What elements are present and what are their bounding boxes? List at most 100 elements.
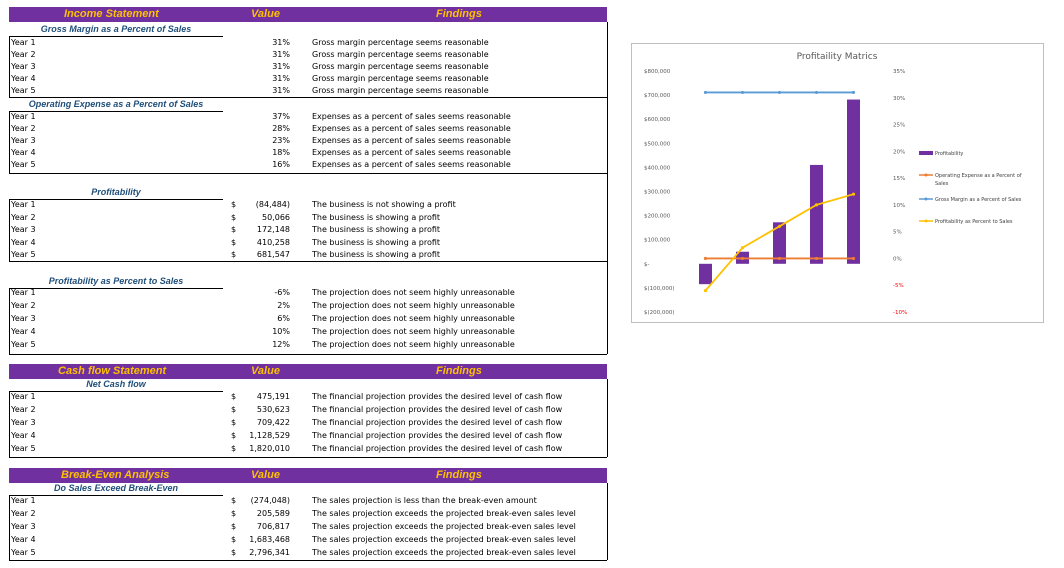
table-row: Year 1 $475,191 The financial projection p…	[9, 391, 607, 403]
finding-cell: The business is showing a profit	[312, 212, 441, 222]
value-cell: 10%	[272, 327, 290, 336]
finding-cell: The projection does not seem highly unre…	[312, 301, 515, 310]
series-point	[851, 192, 856, 196]
year-label: Year 2	[11, 124, 36, 133]
value-cell: 681,547	[256, 250, 290, 259]
dollar-sign: $	[231, 392, 237, 401]
dollar-sign: $	[231, 212, 237, 222]
year-label: Year 3	[11, 225, 36, 234]
table-row: Year 4 18% Expenses as a percent of sales …	[9, 147, 607, 159]
section-title: Do Sales Exceed Break-Even	[53, 483, 179, 493]
year-label: Year 1	[11, 38, 36, 47]
year-label: Year 2	[11, 50, 36, 59]
value-cell: 31%	[272, 86, 290, 95]
income-header-bar: Income Statement Value Findings	[9, 7, 607, 22]
series-point	[740, 256, 745, 261]
finding-cell: Expenses as a percent of sales seems rea…	[312, 136, 511, 145]
finding-cell: The business is showing a profit	[312, 250, 441, 259]
series-point	[814, 90, 819, 95]
profitability-bar	[773, 222, 786, 264]
cashflow-header-bar: Cash flow Statement Value Findings	[9, 364, 607, 379]
finding-cell: Gross margin percentage seems reasonable	[312, 74, 489, 83]
year-label: Year 3	[11, 136, 36, 145]
dollar-sign: $	[231, 200, 237, 209]
right-axis-tick-label: -5%	[893, 283, 904, 289]
dollar-sign: $	[231, 237, 237, 247]
left-axis-tick-label: $700,000	[644, 93, 671, 99]
table-row: Year 5 $2,796,341 The sales projection exc…	[9, 547, 607, 559]
finding-cell: The projection does not seem highly unre…	[312, 327, 515, 336]
series-point	[703, 90, 708, 95]
year-label: Year 3	[11, 418, 36, 427]
section-left-border	[9, 36, 10, 97]
finding-cell: Gross margin percentage seems reasonable	[312, 86, 489, 95]
section-title: Profitability	[91, 187, 141, 197]
dollar-sign: $	[231, 548, 237, 557]
value-cell: 530,623	[256, 405, 290, 414]
dollar-sign: $	[231, 225, 237, 234]
right-axis-tick-label: 10%	[893, 203, 905, 209]
value-cell: 2,796,341	[249, 548, 290, 557]
table-row: Year 1 -6% The projection does not seem hi…	[9, 287, 607, 299]
value-cell: 31%	[272, 62, 290, 71]
value-cell: 37%	[272, 112, 290, 121]
finding-cell: Gross margin percentage seems reasonable	[312, 62, 489, 71]
table-row: Year 4 $410,258 The business is showing a …	[9, 237, 607, 249]
right-axis-tick-label: -10%	[893, 310, 907, 316]
value-cell: 31%	[272, 74, 290, 83]
year-label: Year 3	[11, 522, 36, 531]
section-bottom-border	[9, 354, 607, 355]
section-title: Gross Margin as a Percent of Sales	[40, 24, 192, 34]
year-label: Year 4	[11, 535, 36, 544]
year-label: Year 3	[11, 62, 36, 71]
finding-cell: Expenses as a percent of sales seems rea…	[312, 112, 511, 121]
dollar-sign: $	[231, 509, 237, 518]
year-label: Year 4	[11, 431, 36, 440]
finding-cell: Expenses as a percent of sales seems rea…	[312, 160, 511, 169]
value-cell: 50,066	[262, 212, 290, 222]
cashflow-header-value: Value	[251, 365, 280, 377]
value-cell: 172,148	[256, 225, 290, 234]
series-point	[703, 256, 708, 261]
legend-label: Sales	[935, 181, 949, 187]
section-left-border	[9, 495, 10, 560]
income-header-title: Income Statement	[64, 8, 159, 20]
cashflow-header-findings: Findings	[436, 365, 482, 377]
value-cell: 1,128,529	[249, 431, 290, 440]
table-row: Year 2 $205,589 The sales projection excee…	[9, 508, 607, 520]
year-label: Year 4	[11, 148, 36, 157]
series-point	[814, 256, 819, 261]
section-title-underline	[9, 391, 223, 392]
section-bottom-border	[9, 457, 607, 458]
legend-marker	[924, 173, 928, 177]
table-row: Year 1 37% Expenses as a percent of sales …	[9, 111, 607, 123]
left-axis-tick-label: $300,000	[644, 190, 671, 196]
finding-cell: The financial projection provides the de…	[312, 444, 563, 453]
series-point	[814, 203, 819, 207]
legend-label: Operating Expense as a Percent of	[935, 173, 1022, 179]
left-axis-tick-label: $800,000	[644, 69, 671, 75]
table-row: Year 2 $530,623 The financial projection p…	[9, 404, 607, 416]
table-row: Year 3 31% Gross margin percentage seems r…	[9, 61, 607, 73]
right-axis-tick-label: 35%	[893, 69, 905, 75]
table-row: Year 1 $ (274,048) The sales projection is …	[9, 495, 607, 507]
right-axis-tick-label: 25%	[893, 123, 905, 129]
year-label: Year 1	[11, 288, 36, 297]
value-cell: 706,817	[256, 522, 290, 531]
right-axis-tick-label: 20%	[893, 149, 905, 155]
year-label: Year 5	[11, 250, 36, 259]
income-header-findings: Findings	[436, 8, 482, 20]
series-point	[777, 256, 782, 261]
breakeven-header-value: Value	[251, 469, 280, 481]
value-cell: 16%	[272, 160, 290, 169]
finding-cell: Expenses as a percent of sales seems rea…	[312, 124, 511, 133]
legend-label: Gross Margin as a Percent of Sales	[935, 197, 1022, 203]
year-label: Year 1	[11, 112, 36, 121]
right-axis-tick-label: 0%	[893, 256, 902, 262]
left-axis-tick-label: $200,000	[644, 214, 671, 220]
section-left-border	[9, 199, 10, 261]
chart-title: Profitaility Matrics	[797, 52, 878, 62]
finding-cell: The business is showing a profit	[312, 237, 441, 247]
value-cell: 6%	[277, 314, 290, 323]
series-point	[777, 224, 782, 228]
